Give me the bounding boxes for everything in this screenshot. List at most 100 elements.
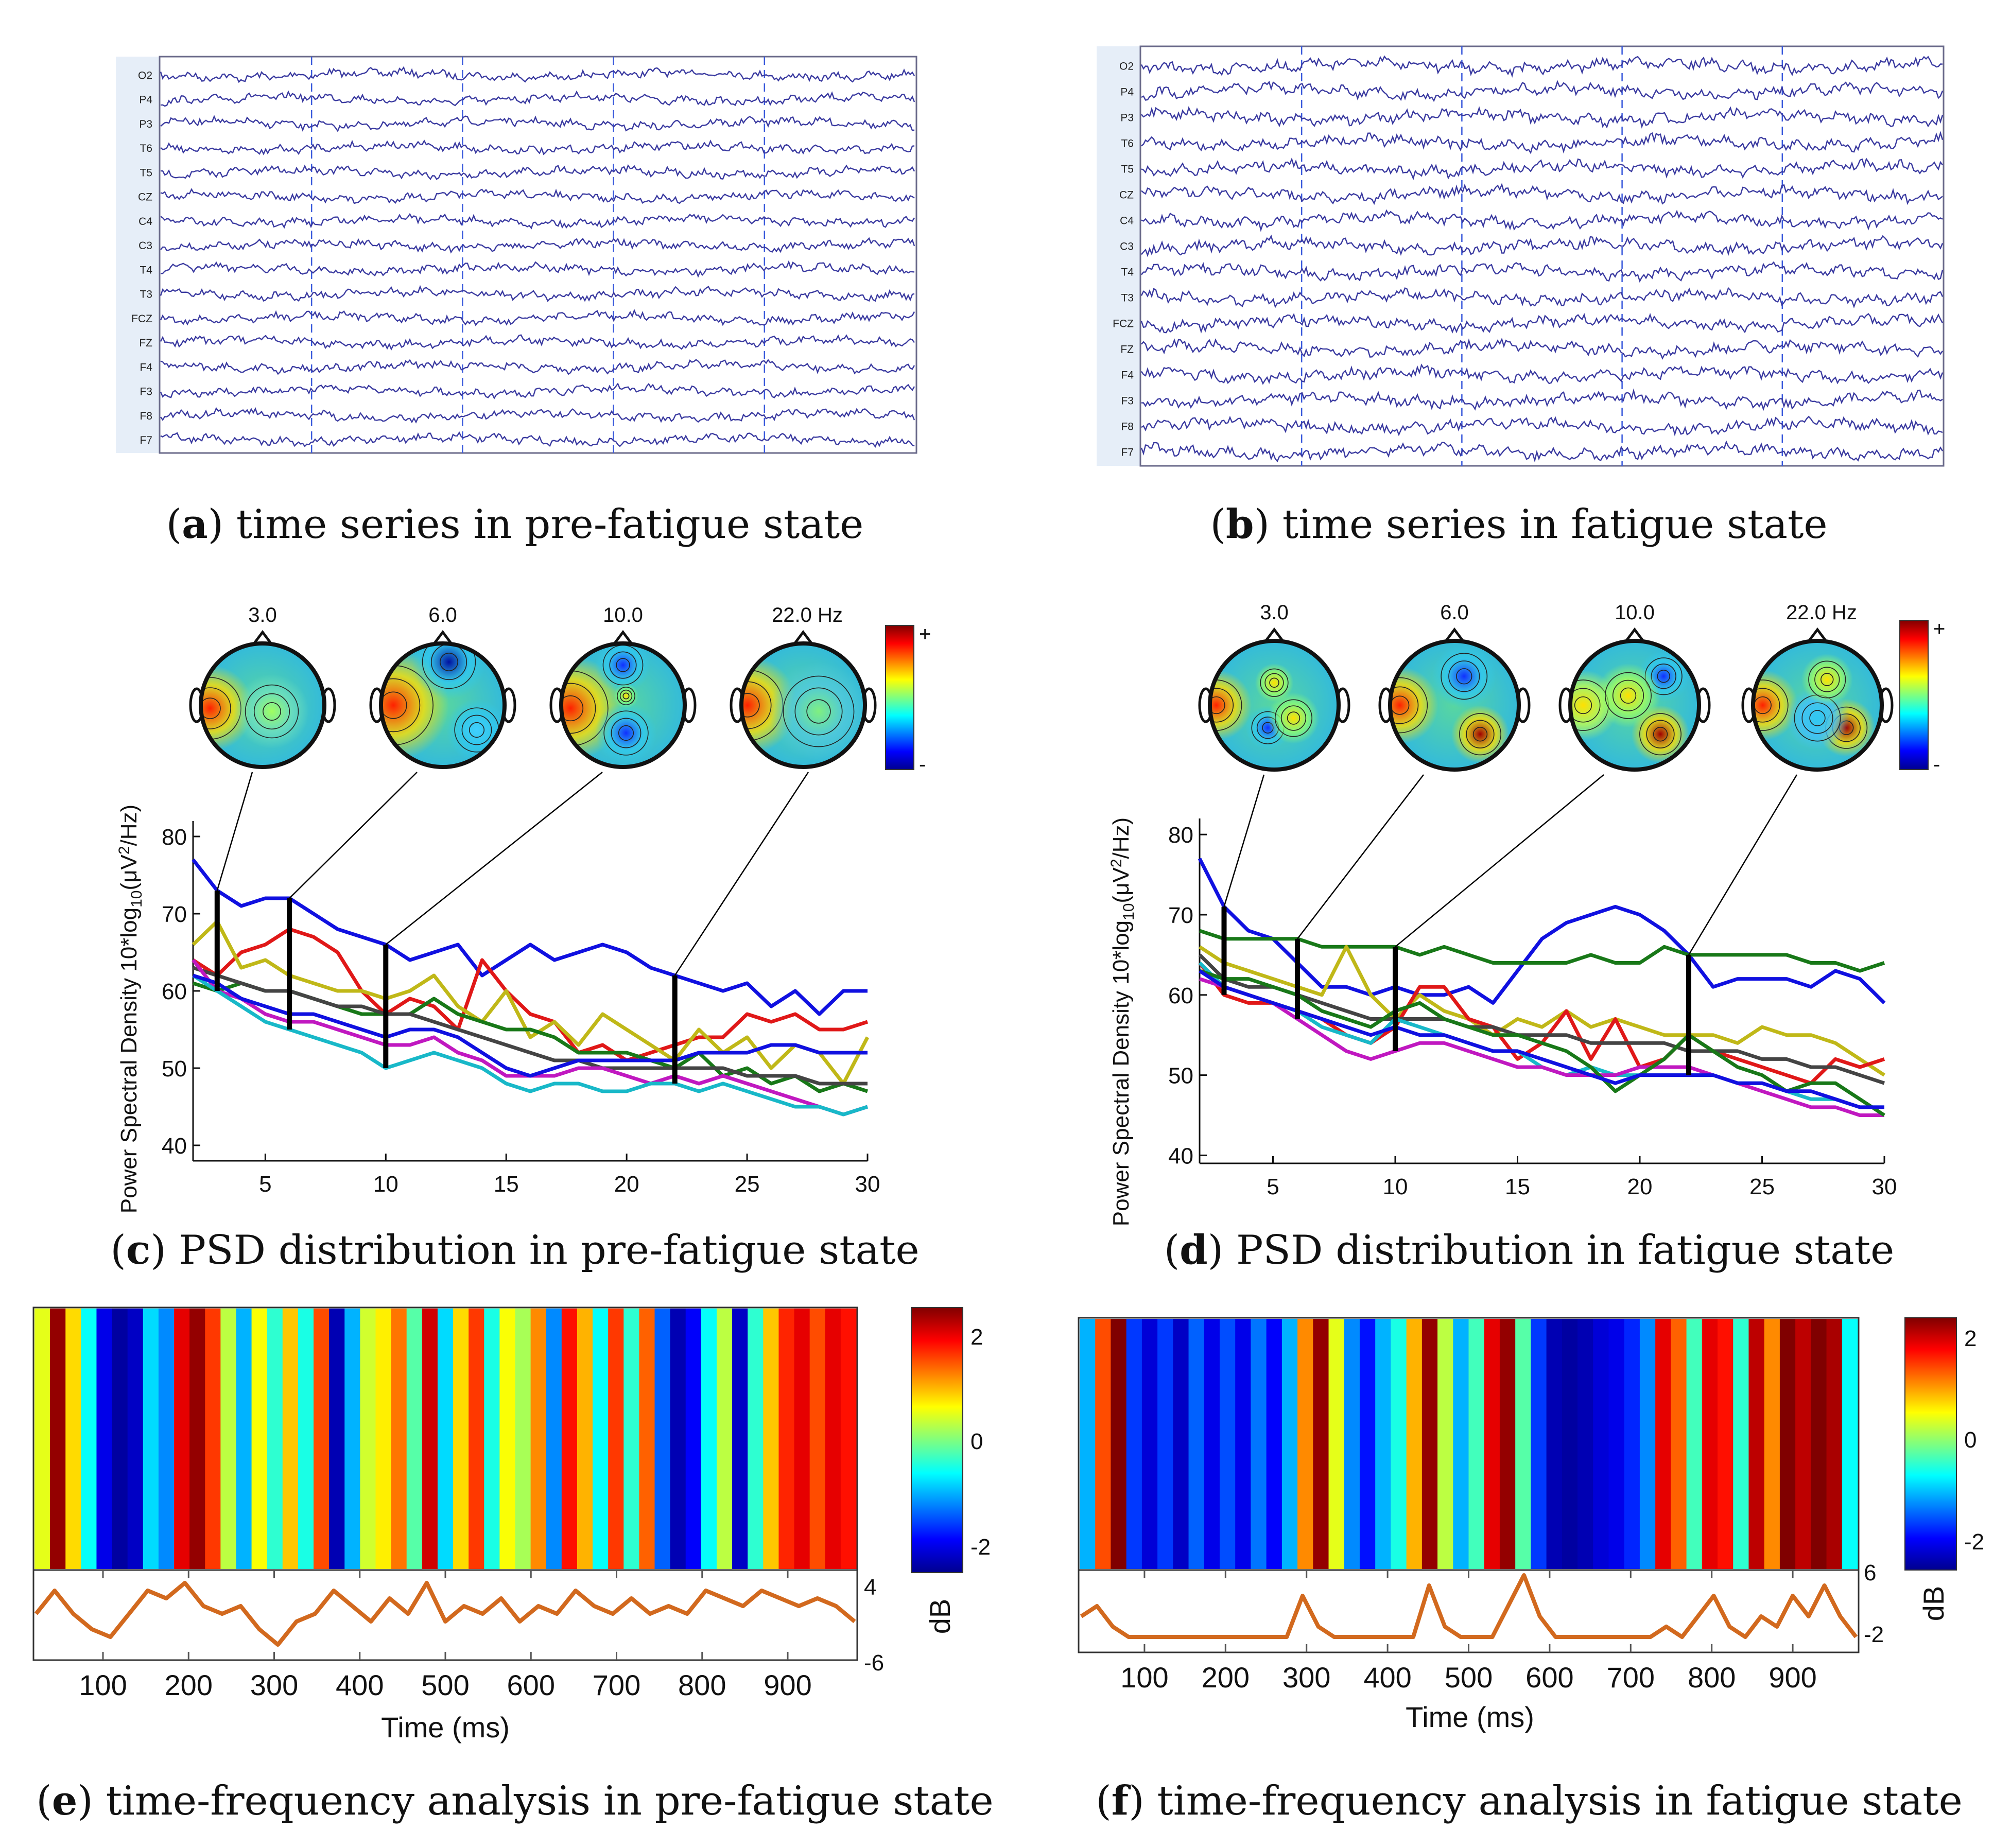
e-heatmap-band xyxy=(282,1309,299,1569)
scalp-map-contour xyxy=(1605,672,1652,719)
panel-c-colorbar-minus: - xyxy=(919,753,926,776)
c-topo-connector xyxy=(385,772,603,945)
scalp-map-contour xyxy=(253,693,290,730)
d-x-tick-label: 25 xyxy=(1749,1174,1775,1199)
b-trace-c3 xyxy=(1141,234,1944,257)
b-channel-label: F8 xyxy=(1121,421,1134,433)
scalp-map-blob xyxy=(1596,663,1660,728)
e-heatmap-band xyxy=(716,1309,733,1569)
b-channel-label: T5 xyxy=(1121,164,1134,176)
c-scalp-map xyxy=(369,630,516,769)
c-psd-series-line xyxy=(192,966,868,1086)
e-x-tick-label: 400 xyxy=(336,1669,384,1701)
scalp-map-blob xyxy=(595,702,657,764)
b-trace-fz xyxy=(1141,337,1943,360)
e-heatmap-band xyxy=(453,1309,470,1569)
f-heatmap-band xyxy=(1624,1319,1640,1569)
d-y-tick-label: 40 xyxy=(1168,1143,1193,1169)
panel-d-ylabel: Power Spectral Density 10*log10(μV2/Hz) xyxy=(1108,817,1137,1226)
scalp-map-contour xyxy=(1456,668,1472,685)
c-y-tick-label: 40 xyxy=(162,1134,187,1159)
panel-b: O2 P4 P3 T6 T5 CZ C4 C3 T4 T3 FCZ FZ F4 F3 F8 F7 (b) ti… xyxy=(1097,45,1945,548)
panel-e-colorbar-tick: -2 xyxy=(970,1535,991,1560)
e-heatmap-band xyxy=(685,1309,702,1569)
f-heatmap-band xyxy=(1080,1319,1096,1569)
scalp-map-contour xyxy=(783,675,855,747)
panel-f-trace-frame xyxy=(1078,1569,1860,1653)
e-heatmap-band xyxy=(34,1309,51,1569)
f-heatmap-band xyxy=(1702,1319,1719,1569)
d-topo-label: 3.0 xyxy=(1260,601,1289,624)
d-topo-connector xyxy=(1688,774,1798,955)
scalp-map-contour xyxy=(1657,670,1670,683)
panel-d: 3.0 6.0 10.0 22.0 Hz + - 5 10 15 20 25 30 40 50 60 7… xyxy=(1108,601,1945,1274)
f-heatmap-band xyxy=(1608,1319,1625,1569)
f-heatmap-band xyxy=(1095,1319,1112,1569)
f-heatmap-band xyxy=(1328,1319,1345,1569)
scalp-map-contour xyxy=(1574,696,1592,714)
panel-e-xlabel: Time (ms) xyxy=(381,1711,510,1744)
panel-d-colorbar xyxy=(1899,620,1929,770)
b-trace-fcz xyxy=(1140,312,1944,334)
panel-e-trace-frame xyxy=(32,1569,858,1661)
d-psd-series-line xyxy=(1199,969,1885,1117)
panel-f-colorbar-tick: 0 xyxy=(1964,1427,1977,1453)
panel-f-trace-tick-bottom: -2 xyxy=(1864,1622,1884,1647)
f-x-tick-label: 300 xyxy=(1282,1661,1330,1694)
f-heatmap-band xyxy=(1764,1319,1780,1569)
e-x-tick-label: 500 xyxy=(421,1669,469,1701)
f-heatmap-band xyxy=(1173,1319,1189,1569)
d-topo-connector xyxy=(1395,774,1604,948)
head-nose xyxy=(1624,627,1645,643)
e-heatmap-band xyxy=(748,1309,764,1569)
head-nose xyxy=(613,630,633,646)
scalp-map-contour xyxy=(1821,673,1834,686)
scalp-map-contour xyxy=(616,658,630,672)
e-heatmap-band xyxy=(778,1309,795,1569)
c-psd-series-line xyxy=(192,919,870,1086)
scalp-map-contour xyxy=(1441,653,1488,700)
scalp-map-contour xyxy=(1472,727,1488,742)
a-trace-cz xyxy=(160,188,915,204)
c-x-tick-label: 25 xyxy=(735,1172,760,1197)
d-topo-label: 6.0 xyxy=(1440,601,1469,624)
scalp-map-blob xyxy=(769,662,865,761)
e-heatmap-band xyxy=(840,1309,857,1569)
a-channel-label: T3 xyxy=(140,289,152,301)
panel-f-colorbar-tick: -2 xyxy=(1964,1529,1984,1555)
d-topo-connector xyxy=(1297,774,1424,939)
panel-e-trace-tick-top: 4 xyxy=(864,1575,876,1600)
b-trace-t4 xyxy=(1141,261,1944,283)
panel-e-colorbar xyxy=(911,1307,963,1573)
a-channel-label: F4 xyxy=(140,361,152,373)
d-scalp-map xyxy=(1378,627,1531,772)
f-heatmap-band xyxy=(1406,1319,1423,1569)
b-trace-f3 xyxy=(1141,388,1943,411)
c-x-tick-label: 10 xyxy=(373,1172,398,1197)
a-channel-label: F7 xyxy=(140,434,152,446)
b-trace-f8 xyxy=(1141,415,1943,437)
a-trace-fcz xyxy=(160,308,915,326)
e-heatmap-band xyxy=(314,1309,330,1569)
e-x-tick-label: 900 xyxy=(764,1669,811,1701)
d-scalp-map xyxy=(1741,627,1894,772)
e-heatmap-band xyxy=(112,1309,128,1569)
f-heatmap-band xyxy=(1733,1319,1749,1569)
a-channel-label: P4 xyxy=(139,94,152,106)
scalp-map-blob xyxy=(1432,644,1497,709)
d-psd-series-line xyxy=(1199,945,1885,1077)
a-channel-label: T4 xyxy=(140,264,152,276)
e-heatmap-band xyxy=(654,1309,671,1569)
f-heatmap-band xyxy=(1391,1319,1407,1569)
a-channel-label: P3 xyxy=(139,118,152,130)
scalp-map-blob xyxy=(1451,705,1510,763)
e-heatmap-band xyxy=(344,1309,361,1569)
e-heatmap-band xyxy=(763,1309,779,1569)
caption-f: (f) time-frequency analysis in fatigue s… xyxy=(1096,1777,1963,1824)
scalp-map-contour xyxy=(461,714,492,745)
scalp-map-contour xyxy=(201,687,231,729)
head-nose xyxy=(252,630,273,646)
d-y-tick-label: 80 xyxy=(1168,823,1193,848)
d-x-tick-label: 15 xyxy=(1505,1174,1530,1199)
f-heatmap-band xyxy=(1811,1319,1827,1569)
